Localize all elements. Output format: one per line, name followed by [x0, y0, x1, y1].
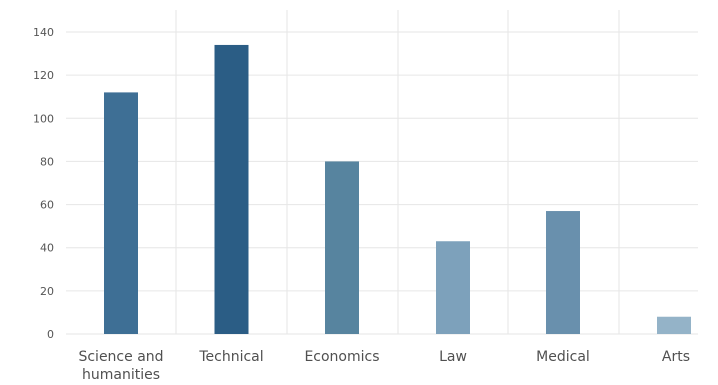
bar-3 [436, 241, 470, 334]
x-category-label: humanities [82, 367, 160, 383]
y-tick-label: 20 [40, 285, 54, 298]
bar-1 [214, 44, 249, 334]
x-category-label: Economics [304, 349, 379, 365]
y-tick-label: 60 [40, 199, 54, 212]
bar-0 [104, 92, 138, 335]
y-tick-label: 100 [33, 112, 54, 125]
bar-2 [325, 161, 359, 334]
y-tick-label: 40 [40, 242, 54, 255]
bar-4 [546, 211, 580, 334]
y-tick-label: 120 [33, 69, 54, 82]
x-category-label: Law [439, 349, 467, 365]
grid-lines [66, 10, 698, 335]
bar-5 [657, 316, 691, 334]
x-category-label: Arts [662, 349, 690, 365]
bars [104, 44, 691, 335]
y-tick-label: 80 [40, 155, 54, 168]
y-tick-label: 140 [33, 26, 54, 39]
x-axis-labels: Science and humanities Technical Economics L… [78, 349, 690, 383]
x-category-label: Technical [198, 349, 263, 365]
y-tick-label: 0 [47, 328, 54, 341]
x-category-label: Science and [78, 349, 163, 365]
x-category-label: Medical [536, 349, 590, 365]
y-axis-ticks: 0 20 40 60 80 100 120 140 [33, 26, 54, 341]
